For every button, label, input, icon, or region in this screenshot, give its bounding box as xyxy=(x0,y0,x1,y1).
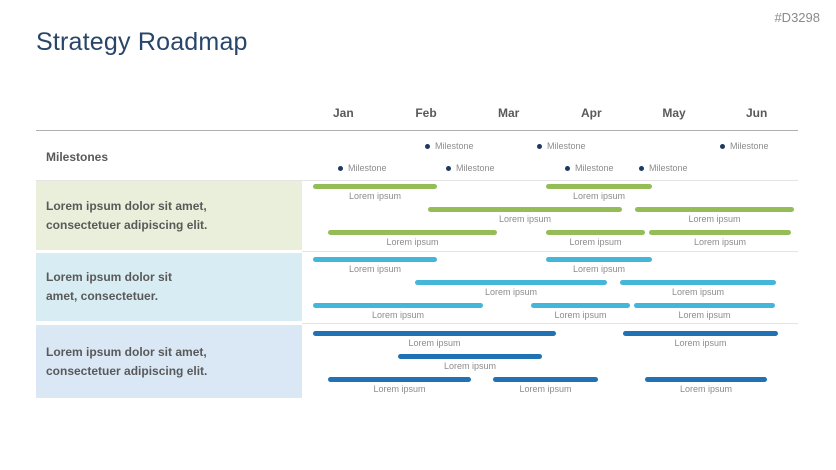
gantt-bar xyxy=(313,257,437,262)
milestone-label: Milestone xyxy=(730,141,769,151)
milestones-row-label: Milestones xyxy=(46,150,109,164)
month-header-jan: Jan xyxy=(332,106,354,120)
gantt-bar-label: Lorem ipsum xyxy=(679,384,733,394)
gantt-bar xyxy=(635,207,794,212)
section-divider-line xyxy=(302,251,798,252)
gantt-bar xyxy=(313,303,483,308)
gantt-bar-label: Lorem ipsum xyxy=(408,338,461,348)
gantt-bar xyxy=(531,303,630,308)
gantt-bar-label: Lorem ipsum xyxy=(572,191,626,201)
milestone-dot-icon xyxy=(537,143,542,149)
gantt-bar-label: Lorem ipsum xyxy=(484,287,538,297)
row-divider-line xyxy=(36,180,798,181)
gantt-bar-label: Lorem ipsum xyxy=(386,237,439,247)
section-label-text: Lorem ipsum dolor sit amet, xyxy=(46,344,207,359)
milestone-label: Milestone xyxy=(435,141,474,151)
page-title: Strategy Roadmap xyxy=(36,28,248,56)
milestone-marker: Milestone xyxy=(565,162,614,174)
milestone-dot-icon xyxy=(639,165,644,171)
gantt-bar-label: Lorem ipsum xyxy=(678,310,731,320)
section-label-text: consectetuer adipiscing elit. xyxy=(46,363,208,378)
section-label-text: Lorem ipsum dolor sit xyxy=(46,270,173,285)
gantt-bar xyxy=(415,280,607,285)
gantt-bar xyxy=(645,377,767,382)
gantt-bar-label: Lorem ipsum xyxy=(554,310,607,320)
gantt-bar-label: Lorem ipsum xyxy=(373,384,426,394)
milestone-dot-icon xyxy=(425,143,430,149)
milestone-marker: Milestone xyxy=(720,140,769,152)
gantt-bar-label: Lorem ipsum xyxy=(348,264,402,274)
gantt-bar-label: Lorem ipsum xyxy=(569,237,622,247)
gantt-bar xyxy=(313,331,556,336)
gantt-bar xyxy=(634,303,775,308)
gantt-bar xyxy=(313,184,437,189)
section-label-text: amet, consectetuer. xyxy=(46,289,159,303)
section-label-1: Lorem ipsum dolor sit amet, consectetuer … xyxy=(36,181,302,250)
gantt-bar xyxy=(328,377,471,382)
gantt-bar-label: Lorem ipsum xyxy=(498,214,552,224)
section-divider-line xyxy=(302,323,798,324)
gantt-bar xyxy=(546,184,652,189)
gantt-bar xyxy=(546,230,645,235)
milestone-dot-icon xyxy=(338,165,343,171)
gantt-bar-label: Lorem ipsum xyxy=(519,384,572,394)
gantt-bar-label: Lorem ipsum xyxy=(371,310,425,320)
milestone-marker: Milestone xyxy=(446,162,495,174)
gantt-bar xyxy=(620,280,776,285)
milestone-dot-icon xyxy=(446,165,451,171)
milestone-label: Milestone xyxy=(649,163,688,173)
milestone-label: Milestone xyxy=(547,141,586,151)
gantt-bar-label: Lorem ipsum xyxy=(443,361,497,371)
milestone-dot-icon xyxy=(720,143,725,149)
gantt-bar xyxy=(649,230,791,235)
gantt-bar xyxy=(328,230,497,235)
section-label-2: Lorem ipsum dolor sit amet, consectetuer. xyxy=(36,253,302,321)
gantt-bar xyxy=(546,257,652,262)
milestone-label: Milestone xyxy=(348,163,387,173)
milestone-marker: Milestone xyxy=(425,140,474,152)
milestone-marker: Milestone xyxy=(338,162,387,174)
template-code: #D3298 xyxy=(774,10,820,25)
month-header-may: May xyxy=(662,106,686,120)
milestone-marker: Milestone xyxy=(639,162,688,174)
milestone-dot-icon xyxy=(565,165,570,171)
gantt-bar-label: Lorem ipsum xyxy=(348,191,402,201)
gantt-bar xyxy=(398,354,542,359)
milestone-label: Milestone xyxy=(575,163,614,173)
month-header-feb: Feb xyxy=(415,106,437,120)
milestone-marker: Milestone xyxy=(537,140,586,152)
section-label-text: consectetuer adipiscing elit. xyxy=(46,217,208,232)
header-divider-line xyxy=(36,130,798,131)
gantt-bar-label: Lorem ipsum xyxy=(688,214,741,224)
month-header-mar: Mar xyxy=(497,106,520,120)
milestone-label: Milestone xyxy=(456,163,495,173)
section-label-text: Lorem ipsum dolor sit amet, xyxy=(46,198,207,213)
section-label-3: Lorem ipsum dolor sit amet, consectetuer … xyxy=(36,325,302,398)
gantt-bar-label: Lorem ipsum xyxy=(674,338,727,348)
month-header-jun: Jun xyxy=(745,106,768,120)
gantt-bar xyxy=(623,331,778,336)
gantt-bar-label: Lorem ipsum xyxy=(693,237,747,247)
month-header-apr: Apr xyxy=(580,106,602,120)
gantt-bar-label: Lorem ipsum xyxy=(572,264,626,274)
gantt-bar-label: Lorem ipsum xyxy=(671,287,725,297)
gantt-bar xyxy=(428,207,622,212)
gantt-bar xyxy=(493,377,598,382)
